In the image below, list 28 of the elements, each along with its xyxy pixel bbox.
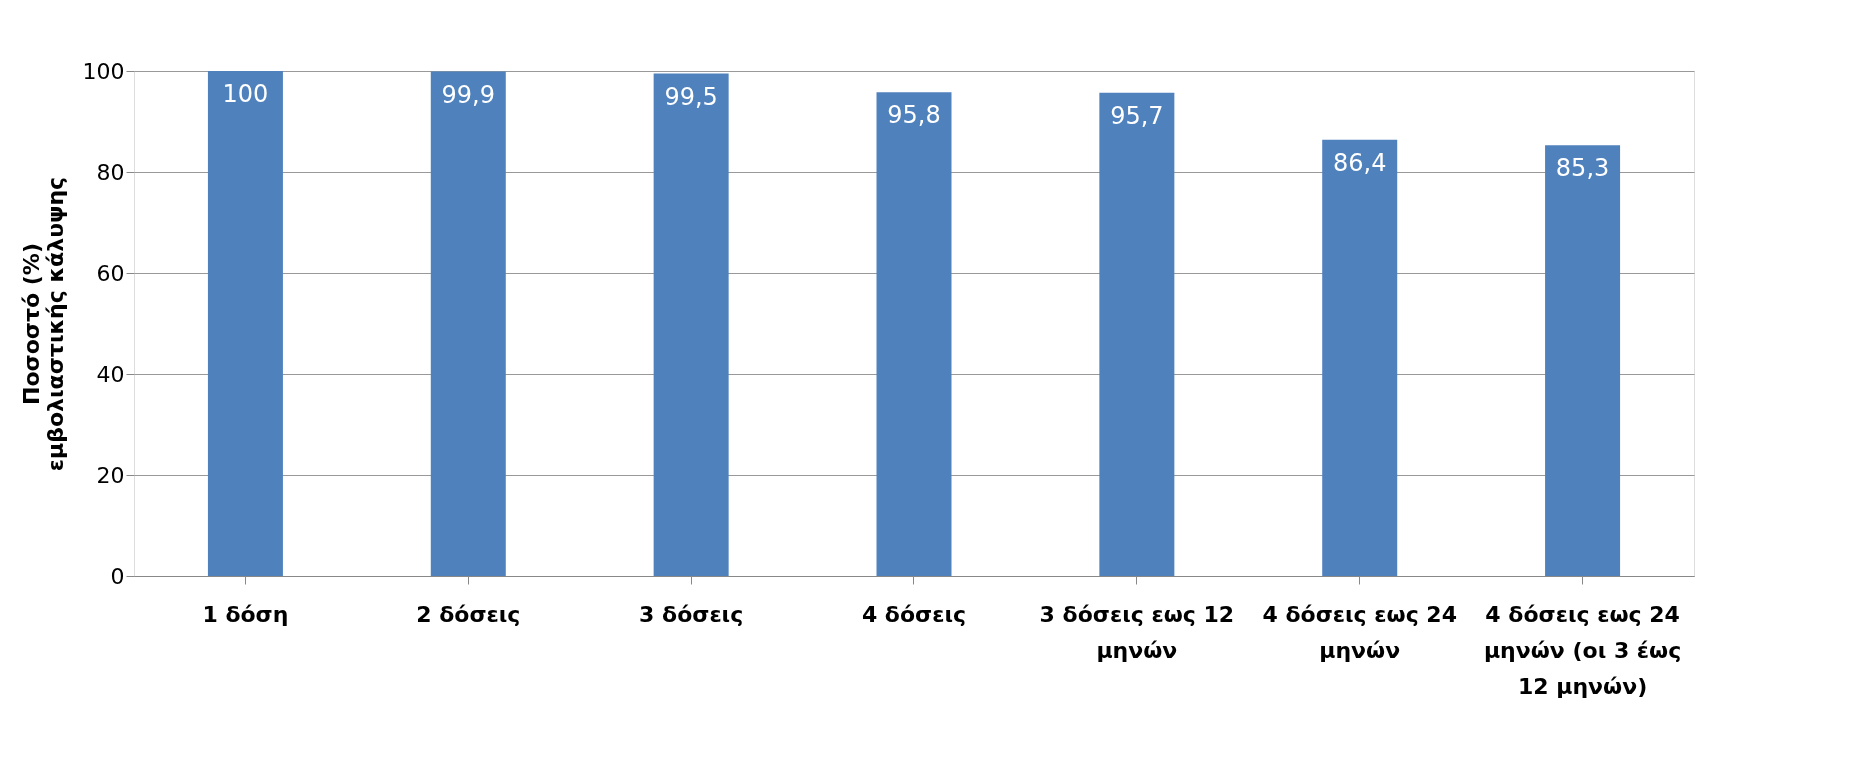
y-tick-label: 100 [82, 58, 125, 84]
data-label: 95,8 [887, 101, 941, 130]
y-tick-label: 0 [110, 563, 125, 589]
bar [207, 71, 283, 576]
y-tick-label: 20 [96, 462, 125, 488]
bar [1545, 145, 1621, 576]
data-label: 85,3 [1555, 154, 1610, 183]
y-tick-label: 40 [96, 361, 125, 387]
data-label: 100 [222, 80, 269, 108]
data-label: 99,9 [441, 80, 495, 109]
x-tick-label: 4 δόσεις [861, 601, 967, 627]
x-tick-label: 4 δόσεις εως 24 μηνών (οι 3 έως 12 μηνών) [1483, 601, 1682, 699]
x-tick-label: 1 δόση [202, 601, 289, 627]
y-axis-title: Ποσοστό (%) εμβολιαστικής κάλυψης [18, 176, 68, 472]
bar [1099, 92, 1175, 576]
x-tick-label: 4 δόσεις εως 24 μηνών [1262, 601, 1457, 663]
y-tick-label: 60 [96, 260, 125, 286]
data-label: 86,4 [1333, 148, 1387, 177]
x-tick-label: 2 δόσεις [416, 601, 521, 627]
data-label: 99,5 [664, 82, 718, 111]
x-tick-label: 3 δόσεις εως 12 μηνών [1039, 601, 1235, 663]
bar [1322, 139, 1398, 576]
bar [876, 92, 952, 576]
x-tick-label: 3 δόσεις [639, 601, 744, 627]
bar [430, 71, 506, 576]
data-label: 95,7 [1110, 101, 1164, 130]
bar [653, 73, 729, 576]
y-tick-label: 80 [96, 159, 125, 185]
